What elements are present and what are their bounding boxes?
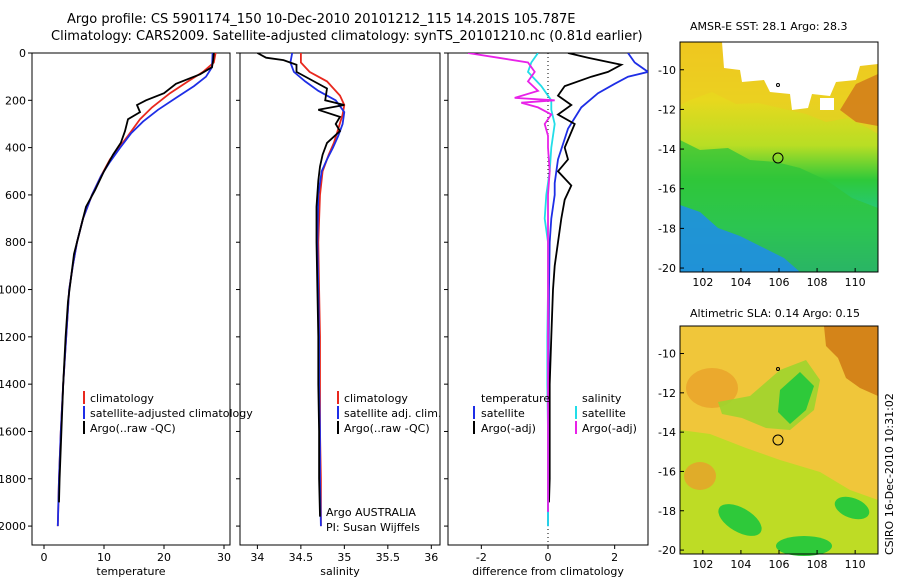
sla-orange-patch	[684, 462, 716, 490]
legend-label-salt-argo: Argo(-adj)	[582, 422, 637, 435]
x-tick-label: 0	[41, 551, 48, 564]
sla-low-patch	[778, 372, 814, 424]
legend-label-argo: Argo(..raw -QC)	[344, 422, 430, 435]
y-tick-label: 1000	[0, 284, 26, 297]
sst-missing-data	[820, 98, 834, 110]
map-y-tick-label: -16	[658, 183, 676, 196]
y-tick-label: 600	[5, 189, 26, 202]
x-tick-label: 35	[337, 551, 351, 564]
map-x-tick-label: 110	[845, 558, 866, 571]
temperature-legend: climatology satellite-adjusted climatolo…	[83, 391, 253, 435]
y-tick-label: 1600	[0, 425, 26, 438]
y-tick-label: 200	[5, 94, 26, 107]
salinity-series-climatology	[299, 53, 346, 527]
temperature-series-satellite-adjusted-climatology	[56, 53, 214, 527]
difference-series-temperature-satellite	[547, 53, 648, 527]
legend-label-temp-argo: Argo(-adj)	[481, 422, 536, 435]
map-x-tick-label: 108	[807, 558, 828, 571]
credit-text: CSIRO 16-Dec-2010 10:31:02	[883, 393, 896, 555]
difference-series-salinity-argo-adj	[467, 53, 555, 512]
map-y-tick-label: -14	[658, 143, 676, 156]
sla-map-title: Altimetric SLA: 0.14 Argo: 0.15	[690, 307, 860, 320]
legend-label-argo: Argo(..raw -QC)	[90, 422, 176, 435]
difference-series-salinity-satellite	[526, 53, 556, 527]
legend-label-climatology: climatology	[90, 392, 154, 405]
y-tick-label: 0	[19, 47, 26, 60]
x-tick-label: 10	[97, 551, 111, 564]
x-tick-label: 30	[217, 551, 231, 564]
legend-head-temperature: temperature	[481, 392, 550, 405]
x-tick-label: 20	[157, 551, 171, 564]
legend-label-satellite: satellite-adjusted climatology	[90, 407, 253, 420]
map-x-tick-label: 102	[692, 276, 713, 289]
sla-low-patch	[718, 504, 762, 536]
x-axis-label: difference from climatology	[472, 565, 624, 578]
map-x-tick-label: 104	[730, 276, 751, 289]
map-y-tick-label: -12	[658, 103, 676, 116]
salinity-series-argo-raw-qc	[256, 53, 345, 517]
y-tick-label: 800	[5, 236, 26, 249]
x-tick-label: 2	[611, 551, 618, 564]
difference-legend: temperature satellite Argo(-adj) salinit…	[473, 392, 637, 435]
map-y-tick-label: -14	[658, 426, 676, 439]
sst-map-title: AMSR-E SST: 28.1 Argo: 28.3	[690, 20, 848, 33]
legend-label-satellite: satellite adj. clim.	[344, 407, 441, 420]
sla-low-patch	[834, 496, 870, 520]
map-y-tick-label: -20	[658, 262, 676, 275]
figure-title-line2: Climatology: CARS2009. Satellite-adjuste…	[51, 29, 643, 44]
temperature-series-climatology	[56, 53, 217, 527]
map-x-tick-label: 110	[845, 276, 866, 289]
map-x-tick-label: 106	[769, 276, 790, 289]
sst-cold-patch	[680, 205, 800, 272]
map-y-tick-label: -12	[658, 387, 676, 400]
map-x-tick-label: 106	[769, 558, 790, 571]
x-tick-label: 35.5	[376, 551, 401, 564]
map-y-tick-label: -20	[658, 544, 676, 557]
sst-map-panel: AMSR-E SST: 28.1 Argo: 28.3	[679, 20, 879, 273]
argo-location-marker	[772, 434, 784, 446]
argo-country-annotation: Argo AUSTRALIA	[326, 506, 416, 519]
sst-missing-data	[722, 42, 878, 110]
temperature-panel-frame	[31, 52, 231, 546]
x-tick-label: 36	[424, 551, 438, 564]
x-tick-label: 0	[545, 551, 552, 564]
y-tick-label: 1400	[0, 378, 26, 391]
legend-label-salt-satellite: satellite	[582, 407, 626, 420]
map-y-tick-label: -10	[658, 64, 676, 77]
map-x-tick-label: 108	[807, 276, 828, 289]
map-x-tick-label: 102	[692, 558, 713, 571]
y-tick-label: 2000	[0, 520, 26, 533]
map-y-tick-label: -16	[658, 465, 676, 478]
salinity-panel-frame	[239, 52, 441, 546]
y-tick-label: 400	[5, 142, 26, 155]
map-y-tick-label: -18	[658, 222, 676, 235]
figure-title-line1: Argo profile: CS 5901174_150 10-Dec-2010…	[67, 12, 576, 27]
y-tick-label: 1800	[0, 473, 26, 486]
sst-hot-patch	[840, 74, 878, 126]
sla-high-patch	[824, 326, 878, 396]
x-tick-label: -2	[476, 551, 487, 564]
y-tick-label: 1200	[0, 331, 26, 344]
x-tick-label: 34	[250, 551, 264, 564]
legend-label-temp-satellite: satellite	[481, 407, 525, 420]
x-axis-label: salinity	[320, 565, 360, 578]
difference-series-temperature-argo-adj	[548, 53, 624, 503]
x-axis-label: temperature	[96, 565, 165, 578]
sla-map-panel: Altimetric SLA: 0.14 Argo: 0.15	[679, 307, 879, 556]
map-y-tick-label: -10	[658, 348, 676, 361]
argo-location-marker	[772, 152, 784, 164]
map-x-tick-label: 104	[730, 558, 751, 571]
salinity-legend: climatology satellite adj. clim. Argo(..…	[326, 391, 441, 534]
sla-low-patch	[776, 536, 832, 556]
legend-label-climatology: climatology	[344, 392, 408, 405]
island-marker	[776, 367, 780, 371]
argo-pi-annotation: PI: Susan Wijffels	[326, 521, 420, 534]
temperature-series-argo-raw-qc	[58, 53, 215, 503]
x-tick-label: 34.5	[289, 551, 314, 564]
legend-head-salinity: salinity	[582, 392, 622, 405]
sla-orange-patch	[686, 368, 738, 408]
island-marker	[776, 83, 780, 87]
map-y-tick-label: -18	[658, 505, 676, 518]
